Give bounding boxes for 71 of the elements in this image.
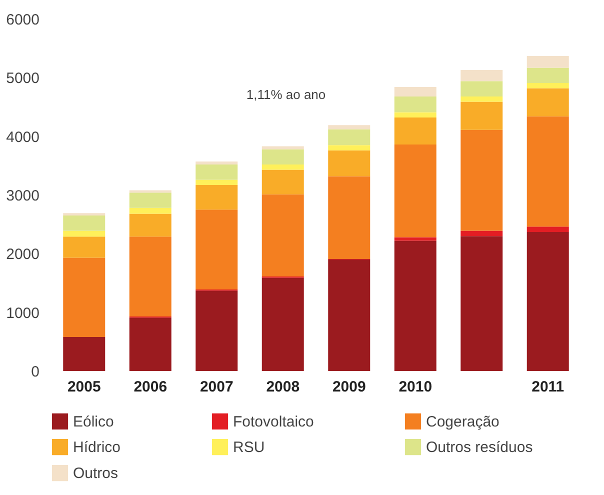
bar [460, 236, 503, 371]
bar [129, 318, 172, 371]
bar [262, 170, 304, 194]
bar [526, 116, 569, 227]
x-tick-label: 2005 [67, 378, 101, 396]
bar [262, 194, 304, 277]
bar [63, 230, 106, 237]
y-tick-label: 1000 [6, 304, 40, 322]
bar [526, 232, 569, 371]
bar [129, 192, 172, 208]
bar [460, 102, 503, 130]
legend-label: RSU [233, 439, 265, 456]
bar [394, 237, 436, 241]
bar [394, 112, 436, 118]
bar [262, 149, 304, 164]
legend-label: Cogeração [426, 413, 500, 430]
y-tick-label: 3000 [6, 188, 40, 204]
bar [328, 129, 370, 146]
bar [328, 145, 370, 150]
bar [394, 144, 436, 238]
legend-label: Outros resíduos [426, 439, 533, 456]
bar [262, 278, 304, 371]
bar [196, 180, 238, 186]
bar [129, 236, 172, 316]
bar [262, 164, 304, 170]
bar [196, 164, 238, 180]
bar [526, 68, 569, 83]
bar [394, 118, 436, 145]
bar [196, 210, 238, 290]
bar [394, 96, 436, 112]
x-tick-label: 2010 [398, 378, 432, 396]
bar [63, 216, 106, 231]
bar [328, 260, 370, 371]
bar [196, 162, 238, 164]
bar [63, 258, 106, 337]
bar [328, 125, 370, 130]
bar [129, 208, 172, 214]
x-tick-label: 2008 [266, 378, 300, 396]
bar [394, 87, 436, 96]
x-tick-label: 2006 [134, 378, 168, 396]
x-tick-label: 2011 [532, 378, 564, 396]
legend-label: Outros [73, 465, 118, 482]
legend-label: Eólico [73, 413, 114, 430]
legend-label: Fotovoltaico [233, 413, 314, 430]
y-tick-label: 0 [31, 364, 40, 380]
bar [460, 96, 503, 102]
y-tick-label: 4000 [6, 128, 40, 146]
y-tick-label: 2000 [6, 246, 40, 264]
bar [460, 230, 503, 236]
bar [63, 236, 106, 258]
bar [196, 290, 238, 371]
bar [460, 70, 503, 82]
y-tick-label: 5000 [6, 70, 40, 88]
x-tick-label: 2009 [332, 378, 366, 396]
legend-label: Hídrico [73, 439, 121, 456]
bar [460, 81, 503, 96]
x-tick-label: 2007 [200, 378, 234, 396]
annotation: 1,11% ao ano [246, 87, 326, 102]
bar [328, 176, 370, 259]
bar [526, 82, 569, 88]
bar [460, 130, 503, 231]
bar [196, 185, 238, 210]
bar [129, 214, 172, 237]
bar [63, 213, 106, 216]
bar [63, 336, 106, 371]
bar [394, 240, 436, 371]
bar [526, 88, 569, 116]
bar [526, 56, 569, 68]
bar [526, 226, 569, 232]
bar [328, 150, 370, 176]
y-tick-label: 6000 [6, 12, 40, 28]
